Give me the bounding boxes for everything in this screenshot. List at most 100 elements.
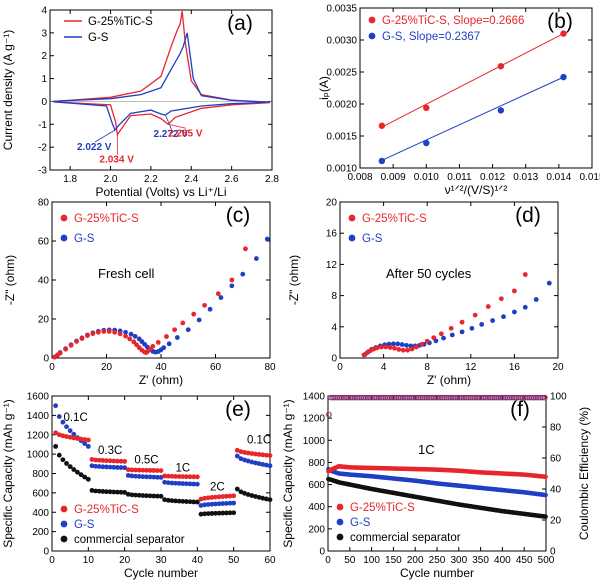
data-point	[202, 302, 208, 308]
legend-marker	[336, 533, 344, 541]
y-tick-label: 20	[326, 198, 338, 209]
data-point	[78, 472, 84, 478]
efficiency-point	[531, 394, 537, 401]
data-point	[68, 342, 74, 348]
data-point	[75, 469, 80, 475]
efficiency-point	[503, 394, 509, 401]
panel-label: (c)	[226, 204, 251, 227]
peak-annotation: 2.022 V	[77, 142, 112, 153]
efficiency-point	[461, 394, 468, 401]
data-point	[263, 452, 269, 458]
data-point	[187, 474, 193, 480]
data-point	[158, 468, 164, 473]
data-point	[173, 480, 178, 486]
y-tick-label: 3	[41, 28, 47, 39]
y-tick-label: 0.0025	[326, 68, 357, 79]
data-point	[89, 463, 95, 469]
data-point	[260, 461, 266, 467]
efficiency-point	[344, 394, 350, 401]
data-point	[60, 419, 66, 425]
efficiency-point	[328, 394, 335, 401]
legend-entry: G-S	[74, 519, 95, 531]
data-point	[245, 450, 251, 456]
efficiency-point	[538, 394, 544, 401]
data-point	[89, 457, 95, 462]
y-tick-label: 1400	[27, 411, 50, 422]
y-tick-label: 200	[308, 524, 325, 535]
efficiency-point	[457, 394, 463, 401]
panel-label: (f)	[510, 398, 530, 421]
data-point	[154, 468, 160, 473]
data-point	[158, 474, 164, 480]
x-axis-label: Cycle number	[400, 566, 474, 580]
data-point	[107, 489, 113, 495]
legend-marker	[60, 214, 68, 222]
data-point	[63, 346, 69, 352]
data-point	[100, 489, 106, 494]
data-point	[155, 340, 161, 345]
efficiency-point	[437, 394, 444, 401]
data-point	[64, 424, 69, 430]
data-point	[249, 451, 255, 456]
y-tick-label: 12	[326, 260, 338, 271]
data-point	[198, 503, 204, 508]
data-point	[213, 501, 218, 507]
efficiency-point	[529, 394, 535, 401]
data-point	[118, 465, 124, 470]
data-point	[67, 428, 73, 434]
data-point	[227, 500, 233, 506]
x-tick-label: 150	[385, 555, 402, 566]
data-point	[202, 502, 208, 508]
data-point	[180, 474, 186, 480]
data-point	[106, 329, 112, 334]
data-point	[264, 236, 270, 242]
data-point	[151, 493, 157, 499]
efficiency-point	[520, 394, 527, 401]
data-point	[111, 464, 117, 470]
y-tick-label: 4	[331, 322, 337, 333]
data-point	[158, 493, 164, 499]
efficiency-point	[354, 394, 361, 401]
legend-entry: commercial separator	[350, 532, 461, 544]
data-point	[154, 474, 160, 480]
data-point	[396, 347, 402, 352]
data-point	[263, 496, 269, 502]
y2-tick-label: 60	[550, 454, 562, 465]
x-tick-label: 40	[192, 555, 204, 566]
efficiency-point	[352, 394, 359, 401]
data-point	[198, 496, 204, 502]
data-point	[136, 474, 142, 479]
efficiency-point	[455, 394, 461, 401]
data-point	[133, 473, 138, 479]
data-point	[123, 329, 128, 335]
data-point	[169, 480, 175, 486]
panel-a: 1.8 2.0 2.2 2.4 2.6 2.8 -3 -2 -1 0 1 2 3 4 Potential (…	[1, 6, 279, 200]
legend-marker	[368, 16, 376, 24]
y-tick-label: 1200	[303, 414, 326, 425]
data-point	[129, 492, 135, 498]
data-point	[127, 336, 133, 342]
data-point	[85, 476, 91, 482]
efficiency-point	[341, 394, 348, 401]
peak-annotation: 2.272 V	[153, 129, 188, 140]
legend-entry: G-25%TiC-S	[74, 213, 139, 225]
data-point	[543, 492, 548, 498]
data-point	[122, 458, 128, 464]
annotation-leader	[165, 114, 172, 130]
data-point	[104, 489, 109, 495]
efficiency-point	[350, 394, 356, 401]
y-tick-label: 0	[43, 547, 49, 558]
data-point	[60, 433, 66, 439]
efficiency-point	[402, 394, 409, 401]
efficiency-point	[483, 394, 489, 401]
data-point	[196, 317, 202, 323]
y-tick-label: 0	[41, 97, 47, 108]
data-point	[490, 318, 495, 323]
data-point	[512, 288, 517, 294]
efficiency-point	[463, 394, 470, 401]
annotation-leader	[94, 129, 116, 143]
data-point	[231, 500, 237, 506]
x-axis-label: Potential (Volts) vs Li⁺/Li	[95, 185, 226, 199]
efficiency-point	[339, 394, 346, 401]
